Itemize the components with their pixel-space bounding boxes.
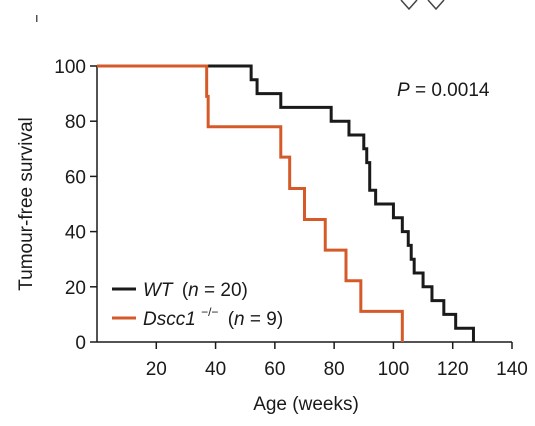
series-layer [97,64,475,342]
x-axis-ticks: 20 40 60 80 100 120 140 [146,342,528,380]
legend-label-wt: WT (n = 20) [143,280,248,301]
legend-superscript-dscc1: −/− [201,305,218,319]
survival-curve-wt [97,64,475,342]
top-decoration [400,0,445,11]
x-tick-label: 40 [205,359,226,380]
x-tick-label: 140 [496,359,528,380]
x-tick-label: 20 [146,359,167,380]
legend-name-dscc1: Dscc1 [143,309,196,330]
p-value-text: = 0.0014 [410,80,490,101]
x-axis-label: Age (weeks) [253,394,359,415]
legend-count-wt: (n = 20) [182,280,248,301]
legend-count-dscc1: (n = 9) [228,309,283,330]
y-axis-label: Tumour-free survival [16,117,37,291]
legend-name-wt: WT [143,280,174,301]
x-tick-label: 60 [264,359,285,380]
y-tick-label: 60 [65,167,86,188]
legend-label-dscc1: Dscc1 −/− (n = 9) [143,300,283,330]
y-tick-label: 80 [65,112,86,133]
x-tick-label: 80 [324,359,345,380]
legend: WT (n = 20) Dscc1 −/− (n = 9) [112,280,283,330]
p-value-annotation: P = 0.0014 [397,80,490,101]
x-tick-label: 100 [378,359,410,380]
y-tick-label: 20 [65,278,86,299]
y-axis-ticks: 0 20 40 60 80 100 [54,57,97,354]
x-tick-label: 120 [437,359,469,380]
top-stray-mark: ı [35,10,39,25]
survival-curve-dscc1 [97,64,404,342]
y-tick-label: 40 [65,223,86,244]
y-tick-label: 0 [75,333,86,354]
y-tick-label: 100 [54,57,86,78]
